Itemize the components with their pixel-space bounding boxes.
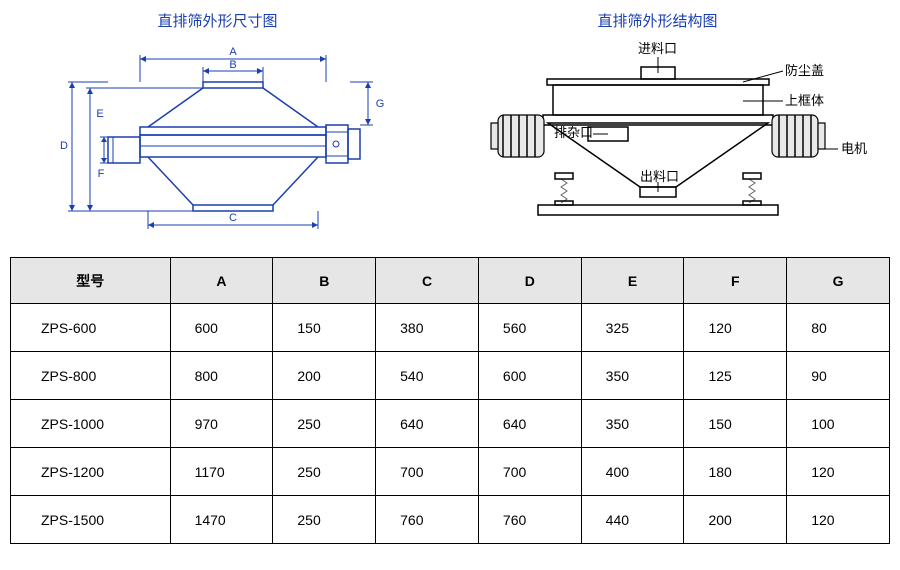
cell-value: 760 bbox=[376, 496, 479, 544]
cell-value: 250 bbox=[273, 448, 376, 496]
dimension-diagram-svg: A B C D E bbox=[28, 37, 408, 237]
table-row: ZPS-1000970250640640350150100 bbox=[11, 400, 890, 448]
structure-diagram-block: 直排筛外形结构图 bbox=[443, 10, 873, 237]
dim-c-label: C bbox=[229, 212, 237, 224]
structure-diagram-title: 直排筛外形结构图 bbox=[443, 10, 873, 31]
cell-value: 125 bbox=[684, 352, 787, 400]
cell-value: 200 bbox=[273, 352, 376, 400]
cell-value: 560 bbox=[478, 304, 581, 352]
cell-value: 180 bbox=[684, 448, 787, 496]
th-b: B bbox=[273, 258, 376, 304]
label-outlet: 出料口 bbox=[640, 169, 679, 184]
label-inlet: 进料口 bbox=[638, 41, 677, 56]
dim-d-label: D bbox=[60, 140, 68, 152]
table-row: ZPS-12001170250700700400180120 bbox=[11, 448, 890, 496]
cell-value: 640 bbox=[478, 400, 581, 448]
cell-value: 120 bbox=[787, 448, 890, 496]
cell-value: 120 bbox=[684, 304, 787, 352]
cell-model: ZPS-1000 bbox=[11, 400, 171, 448]
dimension-diagram-title: 直排筛外形尺寸图 bbox=[28, 10, 408, 31]
cell-model: ZPS-1500 bbox=[11, 496, 171, 544]
cell-value: 325 bbox=[581, 304, 684, 352]
cell-value: 760 bbox=[478, 496, 581, 544]
dimension-diagram-block: 直排筛外形尺寸图 bbox=[28, 10, 408, 237]
cell-value: 90 bbox=[787, 352, 890, 400]
cell-model: ZPS-1200 bbox=[11, 448, 171, 496]
table-row: ZPS-80080020054060035012590 bbox=[11, 352, 890, 400]
th-c: C bbox=[376, 258, 479, 304]
cell-value: 100 bbox=[787, 400, 890, 448]
th-f: F bbox=[684, 258, 787, 304]
cell-value: 250 bbox=[273, 496, 376, 544]
cell-model: ZPS-600 bbox=[11, 304, 171, 352]
dim-b-label: B bbox=[229, 59, 236, 71]
table-body: ZPS-60060015038056032512080ZPS-800800200… bbox=[11, 304, 890, 544]
cell-value: 200 bbox=[684, 496, 787, 544]
th-e: E bbox=[581, 258, 684, 304]
dim-g-label: G bbox=[375, 98, 384, 110]
cell-value: 250 bbox=[273, 400, 376, 448]
diagrams-row: 直排筛外形尺寸图 bbox=[10, 10, 890, 237]
cell-value: 1470 bbox=[170, 496, 273, 544]
cell-value: 150 bbox=[684, 400, 787, 448]
structure-diagram-svg: 进料口 防尘盖 上框体 排杂口 电机 出料口 bbox=[443, 37, 873, 237]
cell-value: 150 bbox=[273, 304, 376, 352]
cell-value: 440 bbox=[581, 496, 684, 544]
table-row: ZPS-60060015038056032512080 bbox=[11, 304, 890, 352]
table-header-row: 型号 A B C D E F G bbox=[11, 258, 890, 304]
dim-e-label: E bbox=[96, 108, 103, 120]
th-d: D bbox=[478, 258, 581, 304]
th-g: G bbox=[787, 258, 890, 304]
cell-value: 540 bbox=[376, 352, 479, 400]
cell-value: 1170 bbox=[170, 448, 273, 496]
cell-value: 700 bbox=[478, 448, 581, 496]
cell-value: 600 bbox=[478, 352, 581, 400]
label-impurity: 排杂口 bbox=[553, 125, 592, 140]
label-upperframe: 上框体 bbox=[785, 93, 824, 108]
cell-value: 350 bbox=[581, 400, 684, 448]
th-a: A bbox=[170, 258, 273, 304]
cell-value: 970 bbox=[170, 400, 273, 448]
th-model: 型号 bbox=[11, 258, 171, 304]
label-dustcover: 防尘盖 bbox=[785, 63, 824, 78]
dim-f-label: F bbox=[97, 168, 104, 180]
cell-value: 120 bbox=[787, 496, 890, 544]
cell-value: 700 bbox=[376, 448, 479, 496]
cell-model: ZPS-800 bbox=[11, 352, 171, 400]
cell-value: 640 bbox=[376, 400, 479, 448]
label-motor: 电机 bbox=[841, 141, 867, 156]
cell-value: 800 bbox=[170, 352, 273, 400]
cell-value: 350 bbox=[581, 352, 684, 400]
cell-value: 400 bbox=[581, 448, 684, 496]
table-row: ZPS-15001470250760760440200120 bbox=[11, 496, 890, 544]
dim-a-label: A bbox=[229, 46, 237, 58]
cell-value: 600 bbox=[170, 304, 273, 352]
cell-value: 380 bbox=[376, 304, 479, 352]
spec-table: 型号 A B C D E F G ZPS-6006001503805603251… bbox=[10, 257, 890, 544]
cell-value: 80 bbox=[787, 304, 890, 352]
